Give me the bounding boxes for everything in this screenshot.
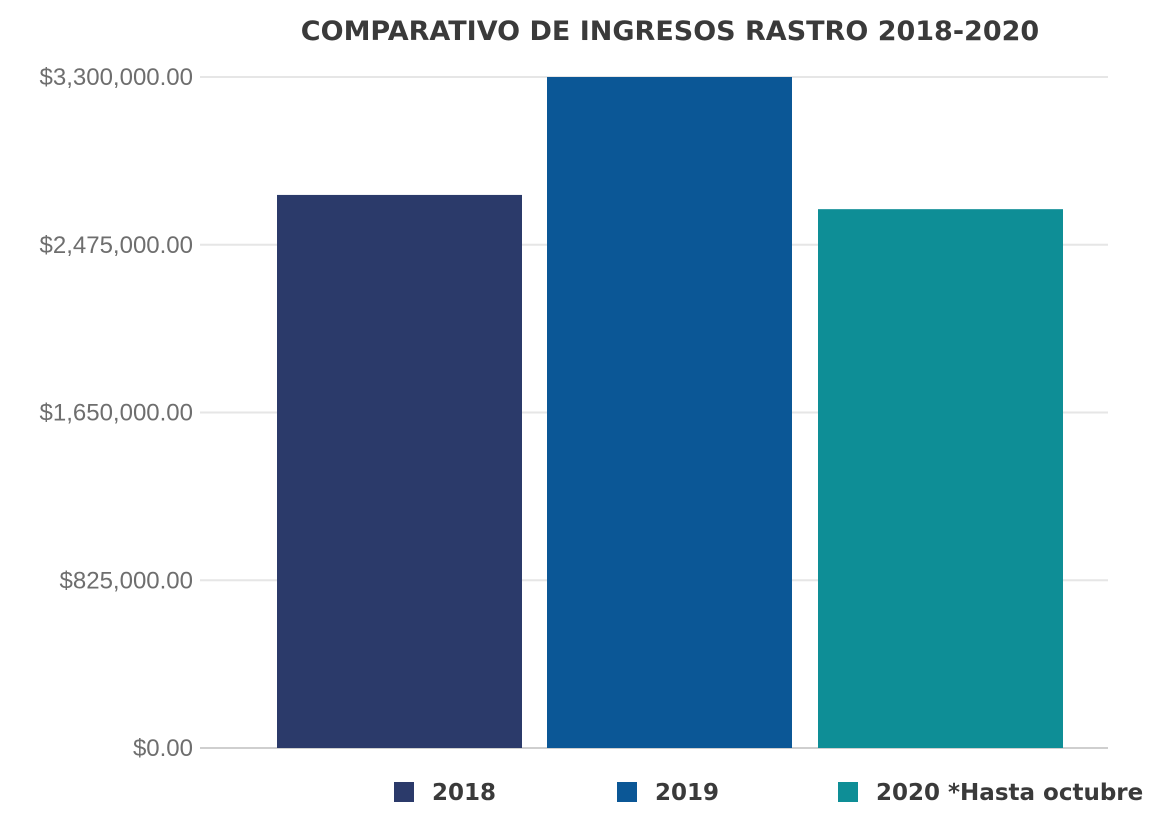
bar-2018 bbox=[277, 194, 522, 748]
legend-label: 2020 *Hasta octubre bbox=[876, 780, 1143, 806]
legend-swatch bbox=[394, 782, 414, 802]
legend: 2018 2019 2020 *Hasta octubre bbox=[394, 780, 1143, 806]
chart-title: COMPARATIVO DE INGRESOS RASTRO 2018-2020 bbox=[301, 16, 1039, 47]
y-tick-label: $0.00 bbox=[133, 735, 193, 762]
legend-item: 2018 bbox=[394, 780, 496, 806]
y-tick-label: $825,000.00 bbox=[60, 567, 193, 594]
y-tick-label: $1,650,000.00 bbox=[40, 400, 193, 427]
legend-label: 2018 bbox=[432, 780, 496, 806]
bar-2019 bbox=[547, 77, 792, 748]
bars bbox=[277, 77, 1063, 748]
bar-2020 bbox=[818, 209, 1063, 748]
legend-swatch bbox=[838, 782, 858, 802]
y-tick-label: $3,300,000.00 bbox=[40, 64, 193, 91]
y-axis-tick-labels: $0.00 $825,000.00 $1,650,000.00 $2,475,000.… bbox=[40, 64, 193, 762]
legend-item: 2019 bbox=[617, 780, 719, 806]
y-tick-label: $2,475,000.00 bbox=[40, 232, 193, 259]
legend-swatch bbox=[617, 782, 637, 802]
legend-item: 2020 *Hasta octubre bbox=[838, 780, 1143, 806]
legend-label: 2019 bbox=[655, 780, 719, 806]
